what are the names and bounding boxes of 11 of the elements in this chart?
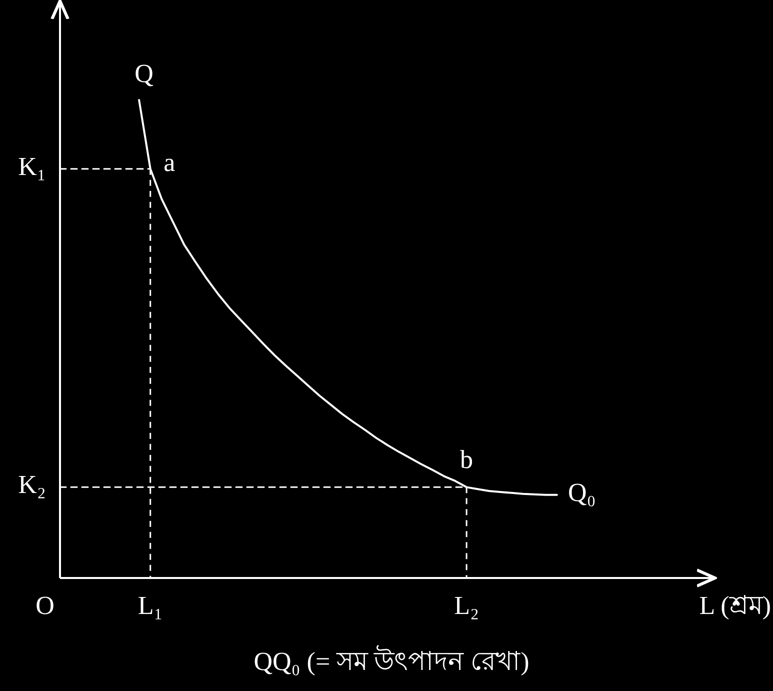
annotation: L₂ [454,590,480,620]
annotation: K₁ [18,152,46,181]
annotation: O [36,590,54,620]
annotation: b [460,445,474,474]
xlabel: L (শ্রম) [699,590,771,620]
annotation: Q₀ [568,478,596,507]
annotation: Q [134,58,154,88]
annotation: K₂ [18,470,46,500]
annotation: L₁ [138,590,163,620]
annotation: QQ₀ (= সম উৎপাদন রেখা) [254,646,530,676]
annotation: a [164,148,176,177]
